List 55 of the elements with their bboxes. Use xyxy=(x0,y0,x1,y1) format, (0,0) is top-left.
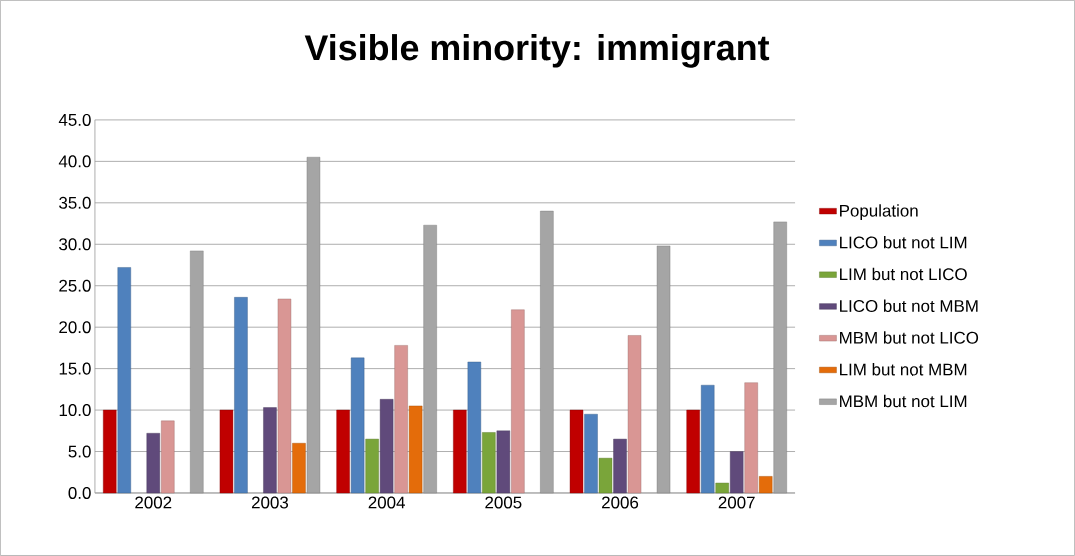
legend-label: Population xyxy=(840,204,918,221)
legend-label: MBM but not LICO xyxy=(840,331,979,344)
bar xyxy=(408,405,423,494)
bar xyxy=(103,409,117,494)
legend-label: LIM but not LICO xyxy=(840,267,967,281)
bar xyxy=(350,357,365,494)
bar xyxy=(394,345,408,494)
x-tick-label: 2006 xyxy=(602,496,639,509)
x-tick-label: 2005 xyxy=(485,496,522,509)
x-tick-label: 2002 xyxy=(135,496,172,509)
bar xyxy=(292,443,306,494)
legend-label: LIM but not MBM xyxy=(840,363,967,376)
y-tick-label: 0.0 xyxy=(68,487,91,500)
bar xyxy=(277,298,292,494)
y-tick-label: 10.0 xyxy=(59,404,91,417)
bar xyxy=(511,309,525,494)
y-tick-label: 45.0 xyxy=(58,113,91,126)
x-tick-label: 2003 xyxy=(251,496,289,509)
bar xyxy=(598,458,613,494)
bar xyxy=(482,432,496,494)
bar xyxy=(453,409,467,494)
bar xyxy=(234,297,248,494)
x-tick-label: 2004 xyxy=(368,496,405,509)
bar xyxy=(379,399,394,494)
bar xyxy=(146,433,160,494)
y-tick-label: 15.0 xyxy=(59,362,91,375)
x-tick-label: 2007 xyxy=(718,496,755,509)
bar xyxy=(219,409,234,494)
y-tick-label: 30.0 xyxy=(59,238,91,251)
bar xyxy=(496,430,511,494)
y-tick-label: 5.0 xyxy=(68,445,91,458)
y-tick-label: 25.0 xyxy=(59,279,91,292)
bar xyxy=(263,407,277,494)
y-tick-label: 40.0 xyxy=(58,155,91,168)
bar xyxy=(715,482,729,494)
bar xyxy=(161,420,175,494)
bar xyxy=(584,414,598,494)
legend-label: LICO but not LIM xyxy=(840,236,967,249)
bar xyxy=(336,409,350,494)
bar xyxy=(613,438,627,494)
bar xyxy=(744,382,758,494)
y-tick-label: 35.0 xyxy=(59,196,91,209)
bar xyxy=(759,476,773,494)
bar xyxy=(730,451,744,494)
legend-label: MBM but not LIM xyxy=(840,394,967,408)
bar xyxy=(117,267,131,494)
legend-label: LICO but not MBM xyxy=(840,299,978,313)
bar xyxy=(686,409,700,494)
bar xyxy=(365,438,379,494)
chart-title: Visible minority: immigrant xyxy=(304,34,770,68)
bar xyxy=(569,409,584,494)
bar xyxy=(701,385,715,494)
y-tick-label: 20.0 xyxy=(59,321,91,334)
bar xyxy=(467,361,482,494)
bar xyxy=(627,335,642,494)
